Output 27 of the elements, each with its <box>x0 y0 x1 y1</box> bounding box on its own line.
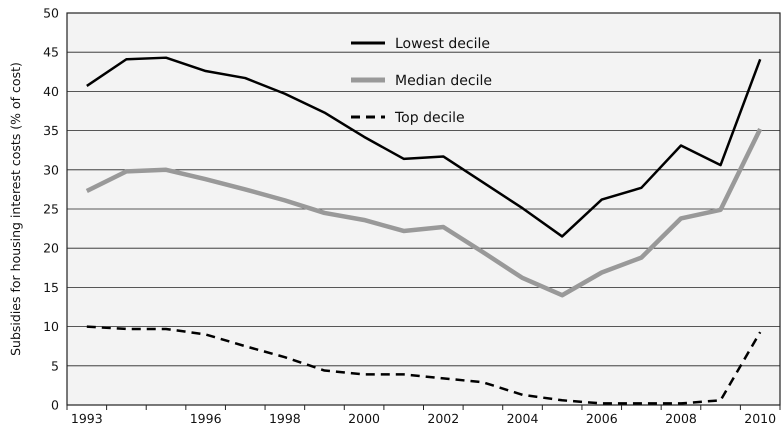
y-tick-label: 15 <box>43 280 59 295</box>
y-tick-label: 25 <box>43 202 59 216</box>
line-series <box>86 325 762 405</box>
y-tick-label: 10 <box>43 319 60 334</box>
x-tick-label: 2000 <box>348 411 380 426</box>
y-tick-label: 40 <box>43 84 60 99</box>
y-tick-label: 0 <box>51 398 60 412</box>
x-tick-label: 1996 <box>190 411 222 426</box>
y-tick-label: 50 <box>43 6 60 20</box>
y-tick-label: 30 <box>43 162 60 178</box>
y-tick-label: 35 <box>43 123 59 138</box>
y-tick-label: 5 <box>51 358 59 374</box>
y-tick-label: 20 <box>43 240 60 256</box>
y-tick-label: 45 <box>43 44 59 60</box>
y-axis-title: Subsidies for housing interest costs (% of cost) <box>8 62 23 356</box>
x-tick-label: 1998 <box>268 411 301 426</box>
x-tick-label: 2002 <box>427 411 460 426</box>
line-series <box>86 56 762 238</box>
x-tick-label: 2008 <box>665 411 697 426</box>
legend-label: Lowest decile <box>395 36 490 52</box>
x-tick-label: 2004 <box>506 411 538 426</box>
x-tick-label: 2006 <box>586 411 618 426</box>
legend-label: Median decile <box>395 73 492 89</box>
legend-label: Top decile <box>394 110 465 126</box>
x-tick-label: 2010 <box>744 411 776 426</box>
line-series <box>84 126 762 298</box>
x-tick-label: 1993 <box>70 411 103 426</box>
